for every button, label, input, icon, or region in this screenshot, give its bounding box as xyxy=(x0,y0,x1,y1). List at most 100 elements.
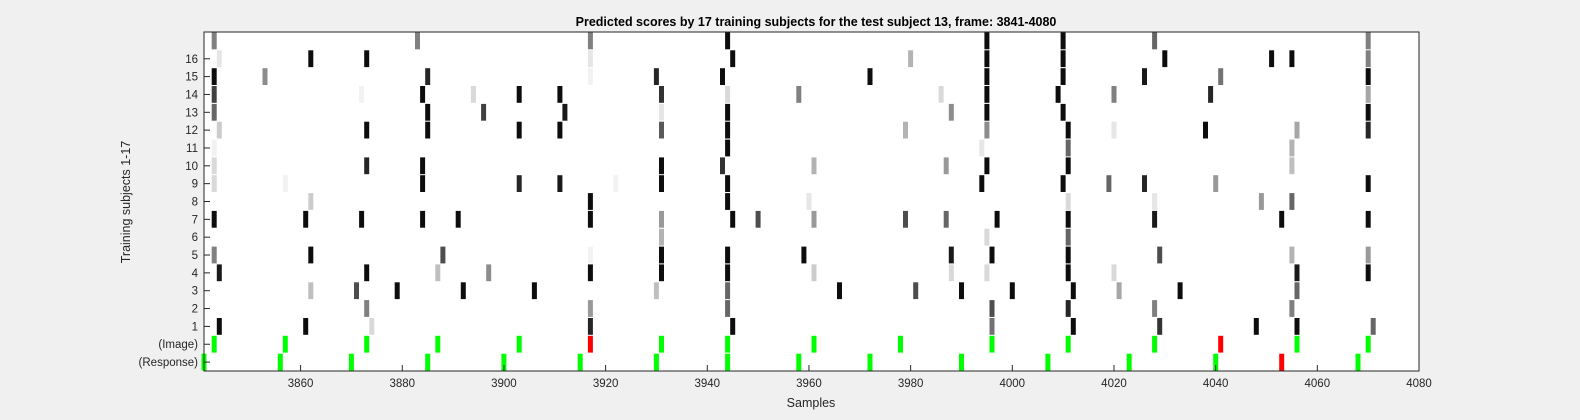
score-mark-row-14-14 xyxy=(1365,121,1371,139)
score-mark-row-6-5 xyxy=(587,264,593,282)
y-tick-label: 6 xyxy=(192,232,198,244)
score-mark-row-3-6 xyxy=(989,318,995,335)
score-mark-row-18-8 xyxy=(1060,50,1066,68)
y-tick-label: 12 xyxy=(185,125,198,137)
score-mark-row-16-15 xyxy=(1365,86,1371,103)
score-mark-row-2-3 xyxy=(364,335,370,353)
score-mark-row-12-3 xyxy=(420,157,426,175)
score-mark-row-5-13 xyxy=(1116,282,1122,300)
score-mark-row-11-8 xyxy=(725,175,731,192)
score-mark-row-3-4 xyxy=(587,318,593,335)
score-mark-row-7-11 xyxy=(1157,246,1163,264)
x-tick-label: 3920 xyxy=(593,378,619,390)
score-mark-row-18-9 xyxy=(1162,50,1168,68)
score-mark-row-9-5 xyxy=(455,210,461,228)
score-mark-row-6-11 xyxy=(1065,264,1071,282)
score-mark-row-5-4 xyxy=(460,282,466,300)
score-mark-row-11-10 xyxy=(1060,175,1066,192)
y-tick-label: 13 xyxy=(185,107,198,119)
score-mark-row-16-10 xyxy=(938,86,944,103)
score-mark-row-9-12 xyxy=(943,210,949,228)
score-mark-row-6-6 xyxy=(659,264,664,282)
y-tick-label: 5 xyxy=(192,250,198,262)
score-mark-row-2-16 xyxy=(1365,335,1371,353)
x-tick-label: 3880 xyxy=(389,378,415,390)
score-mark-row-15-7 xyxy=(948,103,954,121)
score-mark-row-14-2 xyxy=(364,121,370,139)
score-mark-row-12-7 xyxy=(943,157,949,175)
score-mark-row-12-8 xyxy=(984,157,990,175)
score-mark-row-7-8 xyxy=(948,246,954,264)
score-mark-row-14-3 xyxy=(425,121,431,139)
score-mark-row-3-11 xyxy=(1370,318,1376,335)
score-mark-row-8-2 xyxy=(984,228,990,246)
score-mark-row-7-13 xyxy=(1365,246,1371,264)
score-mark-row-11-14 xyxy=(1365,175,1371,192)
y-tick-label: (Image) xyxy=(158,339,198,351)
score-mark-row-7-6 xyxy=(725,246,731,264)
score-mark-row-18-1 xyxy=(216,50,222,68)
score-mark-row-9-17 xyxy=(1365,210,1371,228)
score-mark-row-4-4 xyxy=(989,300,995,317)
score-mark-row-9-10 xyxy=(811,210,817,228)
score-mark-row-2-11 xyxy=(989,335,995,353)
score-mark-row-5-11 xyxy=(1009,282,1015,300)
score-mark-row-13-3 xyxy=(979,139,985,157)
score-mark-row-14-7 xyxy=(725,121,731,139)
score-mark-row-3-8 xyxy=(1157,318,1163,335)
score-mark-row-13-2 xyxy=(725,139,731,157)
score-mark-row-14-10 xyxy=(1065,121,1071,139)
score-mark-row-17-8 xyxy=(984,68,990,85)
x-tick-label: 4040 xyxy=(1203,378,1229,390)
score-mark-row-11-1 xyxy=(211,175,217,192)
score-mark-row-2-2 xyxy=(282,335,288,353)
score-mark-row-11-5 xyxy=(557,175,563,192)
score-mark-row-2-14 xyxy=(1218,335,1224,353)
score-mark-row-11-6 xyxy=(613,175,619,192)
score-mark-row-12-5 xyxy=(720,157,725,175)
score-mark-row-18-4 xyxy=(587,50,593,68)
x-tick-label: 3940 xyxy=(694,378,720,390)
score-mark-row-14-5 xyxy=(557,121,563,139)
score-mark-row-3-1 xyxy=(216,318,222,335)
score-mark-row-14-12 xyxy=(1203,121,1208,139)
score-mark-row-11-12 xyxy=(1142,175,1147,192)
score-mark-row-6-3 xyxy=(435,264,441,282)
y-tick-label: 10 xyxy=(185,161,198,173)
score-mark-row-1-13 xyxy=(1126,353,1132,371)
score-mark-row-5-14 xyxy=(1177,282,1183,300)
score-mark-row-18-12 xyxy=(1365,50,1371,68)
score-mark-row-2-7 xyxy=(659,335,664,353)
score-mark-row-5-15 xyxy=(1294,282,1300,300)
score-mark-row-2-4 xyxy=(435,335,441,353)
score-mark-row-16-14 xyxy=(1208,86,1214,103)
score-mark-row-18-11 xyxy=(1289,50,1295,68)
score-mark-row-2-13 xyxy=(1152,335,1158,353)
score-mark-row-5-2 xyxy=(354,282,359,300)
score-mark-row-18-7 xyxy=(984,50,990,68)
score-mark-row-16-6 xyxy=(557,86,563,103)
score-mark-row-9-4 xyxy=(420,210,426,228)
score-mark-row-6-4 xyxy=(486,264,492,282)
score-mark-row-6-12 xyxy=(1111,264,1117,282)
score-mark-row-1-9 xyxy=(796,353,802,371)
score-mark-row-16-8 xyxy=(725,86,731,103)
score-mark-row-9-13 xyxy=(994,210,1000,228)
score-mark-row-18-3 xyxy=(364,50,370,68)
y-tick-label: (Response) xyxy=(139,357,199,369)
score-mark-row-17-5 xyxy=(653,68,659,85)
y-tick-label: 4 xyxy=(192,268,199,280)
score-mark-row-17-2 xyxy=(262,68,268,85)
score-mark-row-14-4 xyxy=(516,121,522,139)
score-mark-row-12-1 xyxy=(211,157,217,175)
score-mark-row-16-4 xyxy=(470,86,476,103)
score-mark-row-2-8 xyxy=(725,335,731,353)
score-mark-row-1-3 xyxy=(348,353,354,371)
score-mark-row-6-14 xyxy=(1365,264,1371,282)
score-mark-row-17-7 xyxy=(867,68,873,85)
score-mark-row-15-6 xyxy=(725,103,731,121)
score-mark-row-19-4 xyxy=(725,32,731,50)
y-tick-label: 3 xyxy=(192,286,198,298)
score-mark-row-9-8 xyxy=(730,210,736,228)
